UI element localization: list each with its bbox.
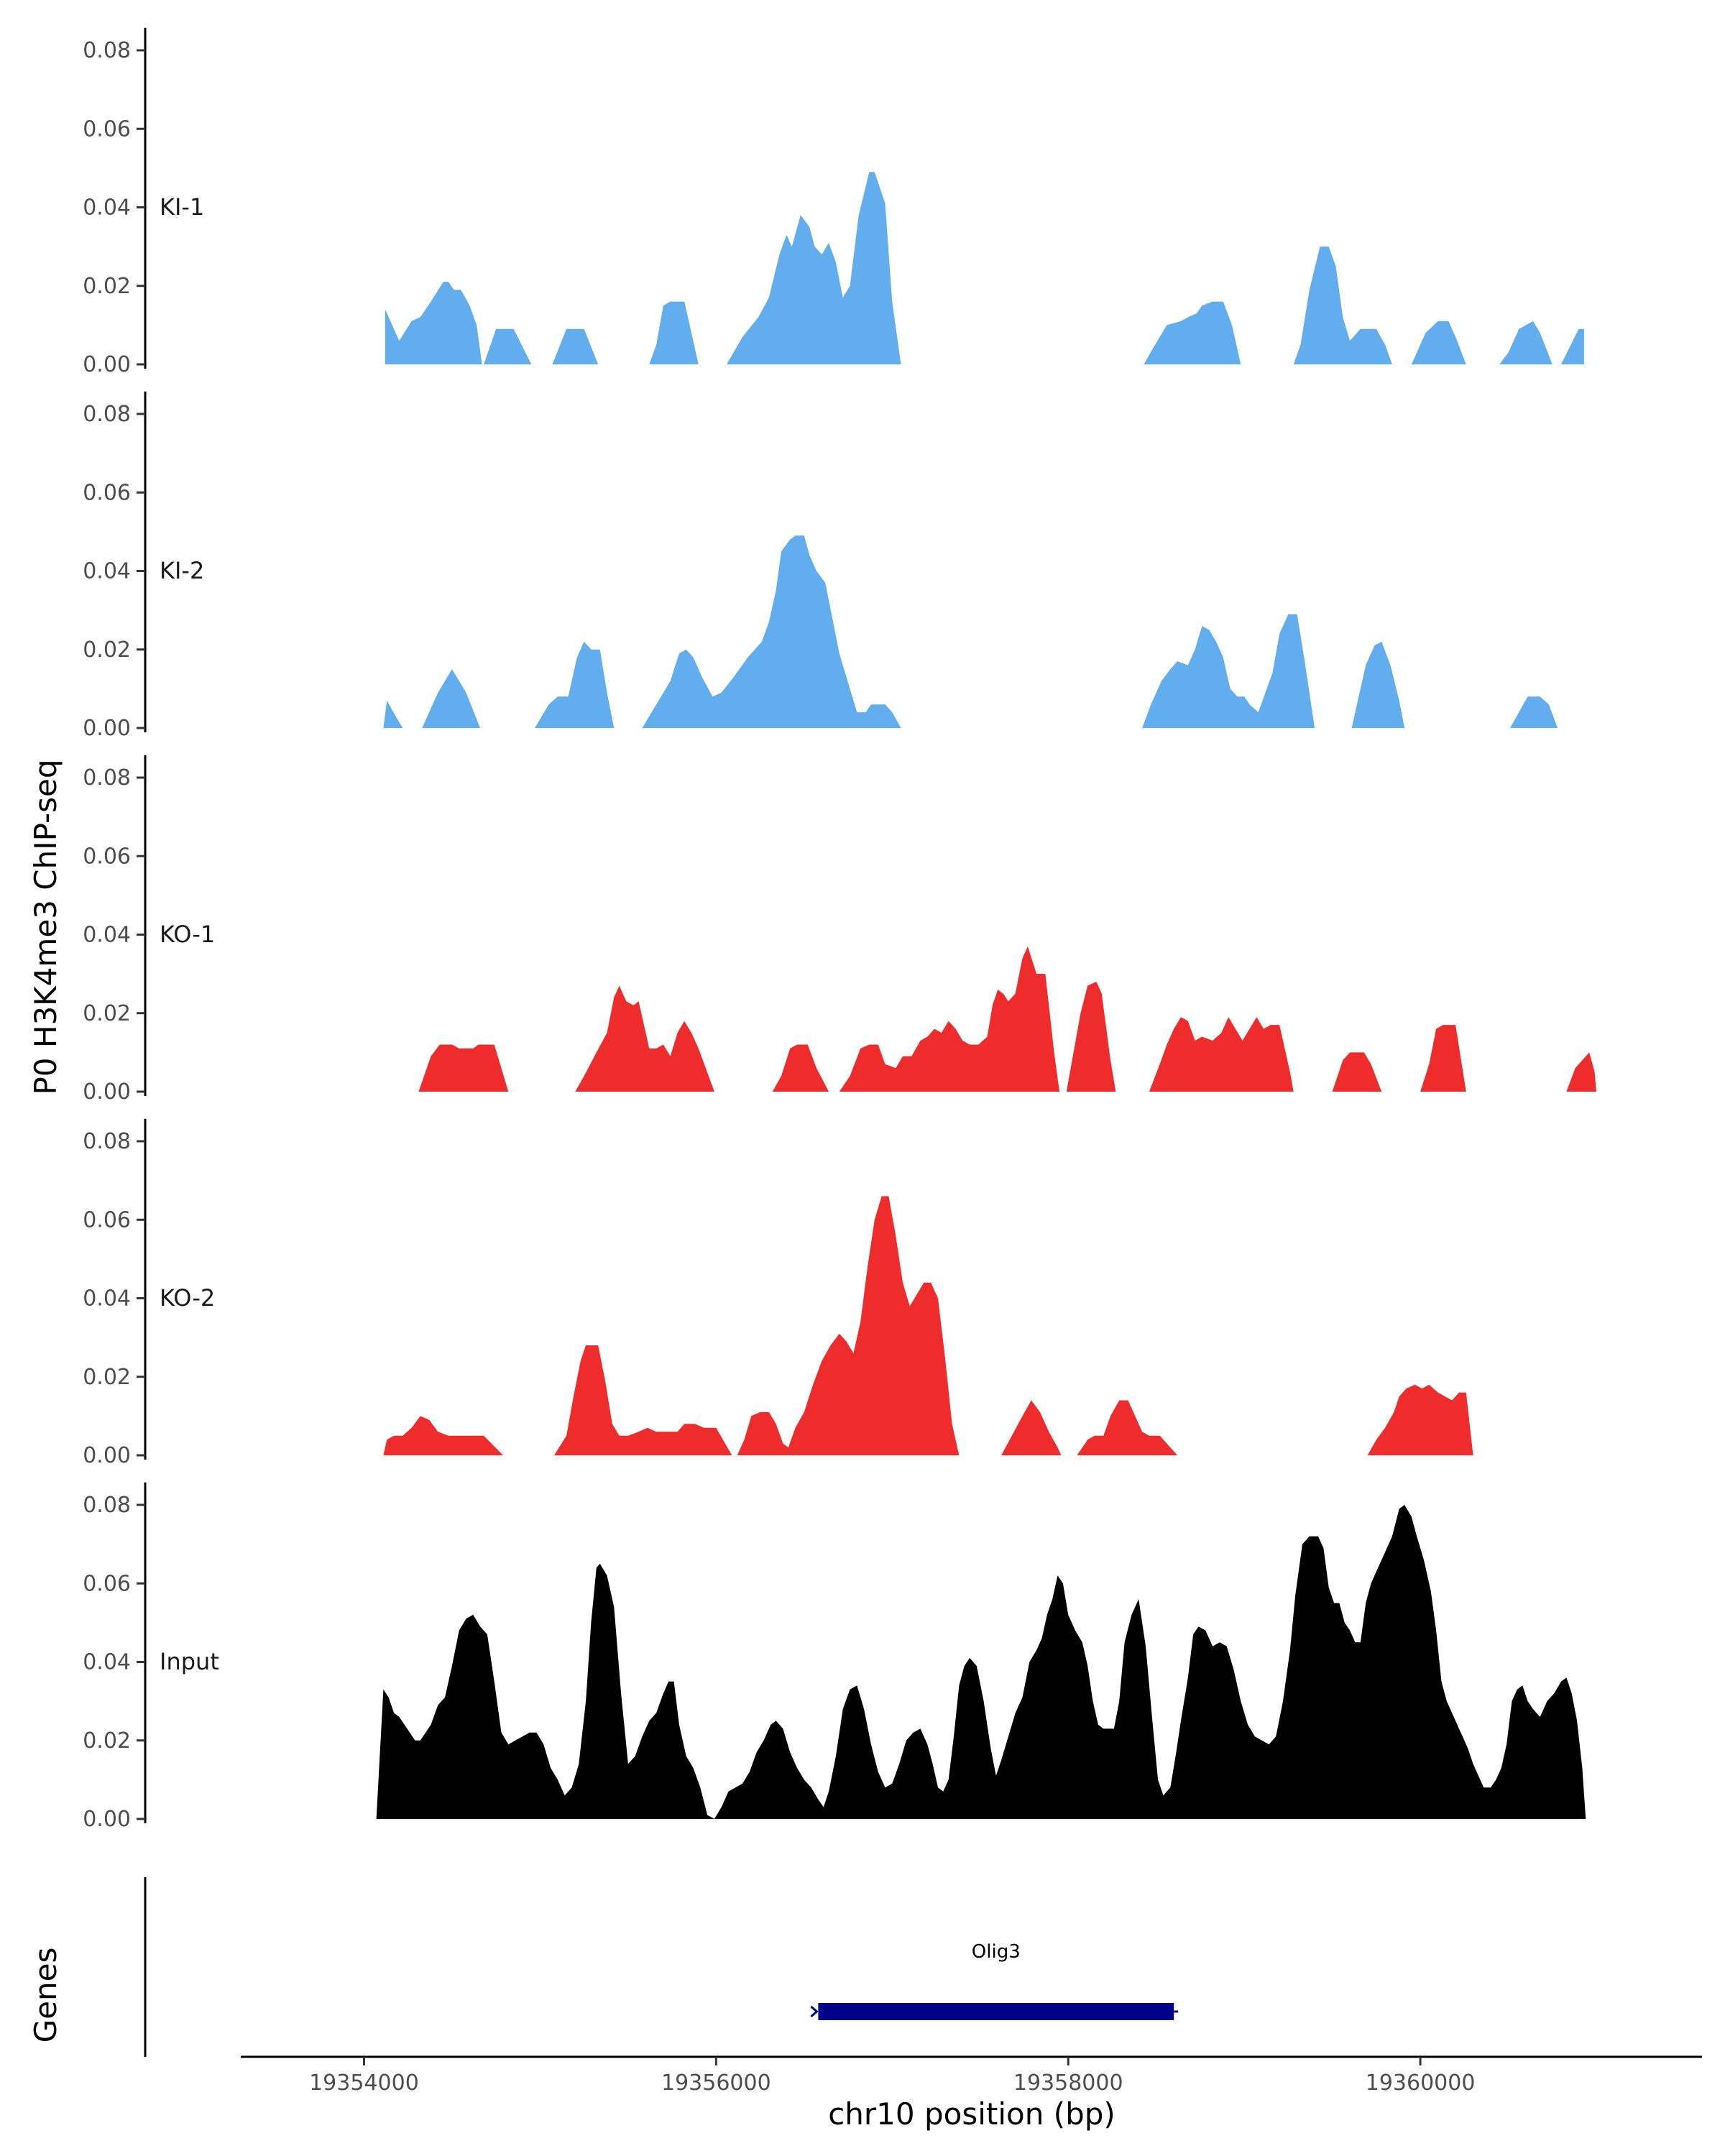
y-tick-label: 0.00: [83, 1807, 131, 1832]
signal-area-ko-2-3: [737, 1196, 960, 1455]
signal-area-ko-2-4: [1001, 1400, 1062, 1455]
y-tick-label: 0.02: [83, 1728, 131, 1754]
track-label: Input: [160, 1648, 219, 1675]
x-tick-label: 19354000: [309, 2070, 419, 2096]
signal-area-ko-1-0: [418, 1044, 509, 1092]
signal-area-ki-1-4: [727, 172, 901, 365]
signal-area-ko-1-3: [839, 946, 1059, 1092]
x-tick-label: 19356000: [661, 2070, 771, 2096]
signal-area-ki-1-3: [649, 301, 699, 364]
signal-area-ki-1-7: [1411, 321, 1466, 364]
y-tick-label: 0.08: [83, 38, 131, 63]
track-panel-ki-1: 0.00 0.02 0.04 0.06 0.08 KI-1: [83, 27, 1584, 377]
y-tick-label: 0.06: [83, 116, 131, 142]
y-tick-label: 0.08: [83, 765, 131, 791]
y-tick-label: 0.06: [83, 1207, 131, 1233]
x-tick-label: 19360000: [1366, 2070, 1476, 2096]
y-tick-label: 0.00: [83, 352, 131, 377]
signal-area-ki-1-5: [1144, 301, 1241, 364]
y-tick-label: 0.04: [83, 923, 131, 948]
signal-area-ki-1-6: [1293, 247, 1392, 364]
track-panel-ko-2: 0.00 0.02 0.04 0.06 0.08 KO-2: [83, 1118, 1473, 1468]
signal-area-ko-2-5: [1077, 1400, 1178, 1455]
track-panel-ko-1: 0.00 0.02 0.04 0.06 0.08 KO-1: [83, 755, 1596, 1105]
signal-area-ko-1-7: [1420, 1025, 1466, 1092]
signal-area-ko-2-1: [554, 1345, 732, 1455]
y-tick-label: 0.04: [83, 1286, 131, 1312]
signal-area-ko-1-5: [1149, 1017, 1294, 1092]
genes-track: Olig3: [144, 1877, 1179, 2057]
y-tick-label: 0.08: [83, 1129, 131, 1154]
y-tick-label: 0.02: [83, 637, 131, 663]
track-panel-ki-2: 0.00 0.02 0.04 0.06 0.08 KI-2: [83, 391, 1558, 741]
gene-body-olig3: [818, 2003, 1174, 2020]
signal-area-ki-1-0: [385, 282, 482, 364]
signal-area-ko-2-0: [383, 1416, 503, 1455]
y-tick-label: 0.02: [83, 1365, 131, 1390]
x-axis-title: chr10 position (bp): [828, 2096, 1116, 2132]
y-tick-label: 0.04: [83, 559, 131, 584]
y-tick-label: 0.06: [83, 1571, 131, 1596]
signal-area-ko-1-4: [1066, 982, 1116, 1092]
y-tick-label: 0.04: [83, 195, 131, 221]
signal-area-ko-1-1: [575, 985, 714, 1092]
y-tick-label: 0.00: [83, 1443, 131, 1468]
gene-label: Olig3: [972, 1941, 1021, 1963]
y-tick-label: 0.00: [83, 1079, 131, 1105]
signal-area-ko-2-6: [1367, 1384, 1473, 1455]
signal-area-ko-1-2: [772, 1044, 829, 1092]
track-label: KI-2: [160, 557, 204, 584]
track-label: KO-2: [160, 1284, 215, 1312]
y-tick-label: 0.04: [83, 1650, 131, 1675]
track-label: KI-1: [160, 193, 204, 221]
gene-strand-arrow: [810, 2005, 819, 2018]
x-tick-label: 19358000: [1013, 2070, 1123, 2096]
y-tick-label: 0.02: [83, 1001, 131, 1026]
y-axis-title: P0 H3K4me3 ChIP-seq: [28, 759, 63, 1095]
y-tick-label: 0.06: [83, 480, 131, 505]
track-label: KO-1: [160, 921, 215, 948]
y-tick-label: 0.08: [83, 1493, 131, 1518]
signal-area-ki-2-2: [535, 641, 615, 728]
signal-area-ki-1-2: [552, 328, 599, 364]
signal-area-ki-2-6: [1510, 696, 1558, 728]
genes-track-title: Genes: [28, 1948, 63, 2043]
y-tick-label: 0.00: [83, 716, 131, 741]
signal-area-ki-2-3: [642, 535, 901, 728]
signal-area-ki-1-9: [1561, 328, 1584, 364]
signal-area-ko-1-8: [1566, 1052, 1596, 1092]
signal-area-ko-1-6: [1332, 1052, 1382, 1092]
x-axis: 19354000 19356000 19358000 19360000: [241, 2055, 1702, 2096]
signal-area-ki-2-4: [1142, 614, 1315, 728]
signal-area-ki-2-1: [422, 669, 481, 728]
signal-area-ki-2-0: [383, 700, 403, 728]
signal-area-ki-1-8: [1499, 321, 1552, 364]
track-panels: 0.00 0.02 0.04 0.06 0.08 KI-1 0.00 0.02 0.04 0.06…: [83, 27, 1596, 1832]
track-panel-input: 0.00 0.02 0.04 0.06 0.08 Input: [83, 1482, 1586, 1832]
signal-area-input-0: [376, 1505, 1586, 1819]
y-tick-label: 0.02: [83, 274, 131, 299]
y-tick-label: 0.06: [83, 844, 131, 869]
signal-area-ki-1-1: [484, 328, 532, 364]
signal-area-ki-2-5: [1351, 641, 1405, 728]
y-tick-label: 0.08: [83, 402, 131, 427]
